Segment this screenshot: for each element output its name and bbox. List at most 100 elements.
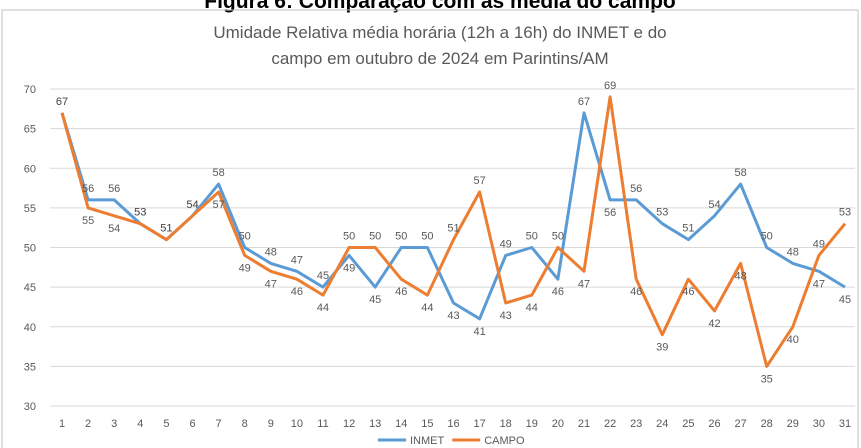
data-label: 44 [317, 302, 329, 314]
data-label: 53 [839, 207, 851, 219]
x-tick-label: 29 [787, 418, 799, 430]
data-label: 44 [526, 302, 538, 314]
data-label: 51 [682, 223, 694, 235]
data-label: 47 [265, 278, 277, 290]
data-label: 49 [239, 262, 251, 274]
y-tick-label: 40 [24, 322, 36, 334]
data-label: 56 [630, 183, 642, 195]
x-tick-label: 6 [189, 418, 195, 430]
figure-heading: Figura 6: Comparação com as média do cam… [204, 0, 675, 13]
data-label: 57 [473, 175, 485, 187]
data-label: 43 [500, 310, 512, 322]
y-tick-label: 55 [24, 203, 36, 215]
data-label: 53 [656, 207, 668, 219]
data-label: 50 [552, 231, 564, 243]
x-tick-label: 7 [216, 418, 222, 430]
x-tick-label: 1 [59, 418, 65, 430]
x-tick-label: 30 [813, 418, 825, 430]
x-tick-label: 13 [369, 418, 381, 430]
data-label: 47 [813, 278, 825, 290]
chart-title: campo em outubro de 2024 em Parintins/AM [271, 49, 608, 68]
data-label: 50 [761, 231, 773, 243]
x-tick-label: 11 [317, 418, 328, 430]
x-tick-label: 8 [242, 418, 248, 430]
data-label: 53 [134, 207, 146, 219]
data-label: 56 [82, 183, 94, 195]
x-tick-label: 19 [526, 418, 538, 430]
data-label: 57 [212, 199, 224, 211]
data-label: 42 [708, 318, 720, 330]
data-label: 67 [56, 96, 68, 108]
data-label: 56 [108, 183, 120, 195]
y-tick-label: 35 [24, 361, 36, 373]
data-label: 49 [813, 238, 825, 250]
data-label: 50 [395, 231, 407, 243]
x-tick-label: 18 [500, 418, 512, 430]
x-tick-label: 28 [761, 418, 773, 430]
data-label: 45 [839, 294, 851, 306]
x-tick-label: 12 [343, 418, 355, 430]
data-label: 48 [734, 270, 746, 282]
data-label: 50 [343, 231, 355, 243]
data-label: 67 [56, 96, 68, 108]
data-label: 49 [500, 238, 512, 250]
data-label: 50 [239, 231, 251, 243]
y-tick-label: 60 [24, 163, 36, 175]
data-label: 45 [369, 294, 381, 306]
x-tick-label: 16 [447, 418, 459, 430]
data-label: 50 [526, 231, 538, 243]
data-label: 50 [421, 231, 433, 243]
data-label: 41 [473, 326, 485, 338]
data-label: 46 [682, 286, 694, 298]
data-label: 56 [604, 207, 616, 219]
data-label: 51 [160, 223, 172, 235]
data-label: 40 [787, 334, 799, 346]
data-label: 54 [186, 199, 198, 211]
y-tick-label: 70 [24, 84, 36, 96]
data-label: 58 [734, 167, 746, 179]
x-tick-label: 21 [578, 418, 590, 430]
x-tick-label: 15 [421, 418, 433, 430]
data-label: 50 [369, 231, 381, 243]
y-tick-label: 45 [24, 282, 36, 294]
x-tick-label: 14 [395, 418, 407, 430]
legend-label: INMET [410, 435, 445, 447]
series-line [60, 95, 847, 368]
data-label: 45 [317, 270, 329, 282]
x-tick-label: 23 [630, 418, 642, 430]
x-tick-label: 17 [473, 418, 485, 430]
data-label: 48 [787, 246, 799, 258]
x-tick-label: 5 [163, 418, 169, 430]
data-label: 46 [395, 286, 407, 298]
data-label: 54 [186, 199, 198, 211]
data-label: 69 [604, 80, 616, 92]
data-label: 53 [134, 207, 146, 219]
data-label: 49 [343, 262, 355, 274]
data-label: 51 [160, 223, 172, 235]
data-label: 35 [761, 373, 773, 385]
x-tick-label: 10 [291, 418, 303, 430]
x-tick-label: 26 [708, 418, 720, 430]
x-tick-label: 24 [656, 418, 668, 430]
data-label: 47 [578, 278, 590, 290]
data-label: 46 [291, 286, 303, 298]
x-tick-label: 22 [604, 418, 616, 430]
data-label: 47 [291, 254, 303, 266]
legend-label: CAMPO [484, 435, 525, 447]
y-tick-label: 50 [24, 243, 36, 255]
data-label: 51 [447, 223, 459, 235]
x-tick-label: 2 [85, 418, 91, 430]
chart-title: Umidade Relativa média horária (12h a 16… [213, 23, 666, 42]
data-label: 54 [708, 199, 720, 211]
data-label: 43 [447, 310, 459, 322]
data-label: 48 [265, 246, 277, 258]
data-label: 44 [421, 302, 433, 314]
y-tick-label: 65 [24, 124, 36, 136]
data-label: 54 [108, 223, 120, 235]
x-tick-label: 3 [111, 418, 117, 430]
data-label: 55 [82, 215, 94, 227]
data-label: 67 [578, 96, 590, 108]
data-label: 39 [656, 342, 668, 354]
y-tick-label: 30 [24, 401, 36, 413]
